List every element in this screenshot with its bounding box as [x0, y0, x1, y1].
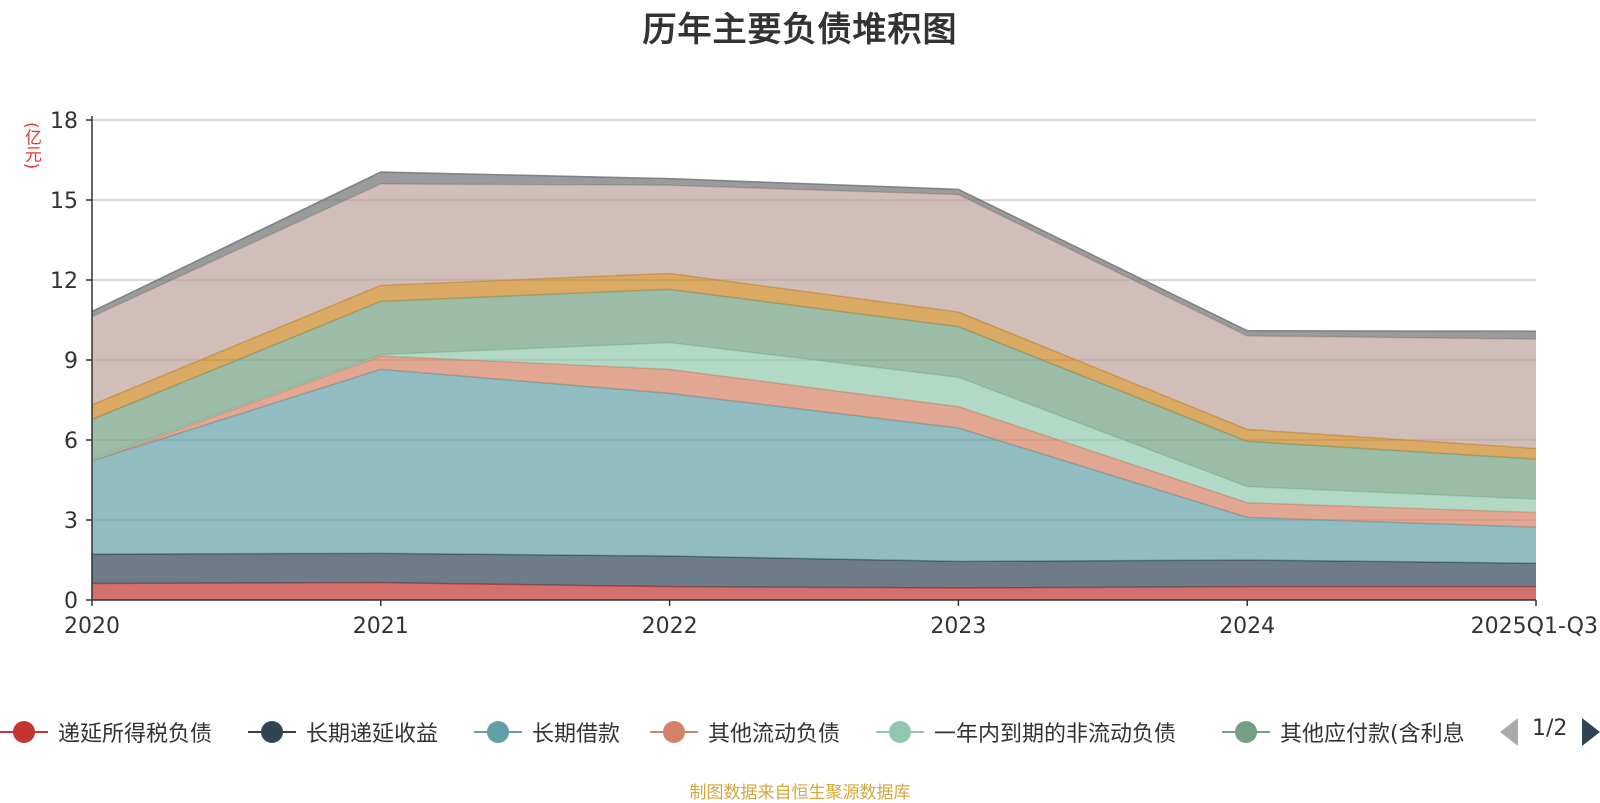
area-长期递延收益	[92, 553, 1536, 588]
area-递延所得税负债	[92, 582, 1536, 600]
y-tick-label: 3	[64, 509, 78, 534]
legend-page-indicator: 1/2	[1532, 716, 1568, 741]
area-一年内到期的非流动负债	[92, 342, 1536, 513]
legend-label: 长期借款	[532, 722, 621, 747]
y-axis-unit-label: (亿元)	[21, 122, 41, 170]
area-长期借款	[92, 369, 1536, 564]
x-tick-label: 2024	[1219, 614, 1275, 639]
y-tick-label: 0	[64, 589, 78, 614]
legend-item[interactable]: 长期借款	[474, 712, 620, 752]
legend-item[interactable]: 长期递延收益	[248, 712, 438, 752]
legend-label: 一年内到期的非流动负债	[934, 722, 1177, 747]
legend-swatch-icon	[876, 712, 924, 752]
y-tick-label: 6	[64, 429, 78, 454]
legend-item[interactable]: 一年内到期的非流动负债	[876, 712, 1176, 752]
legend-pager: 1/2	[1500, 712, 1600, 752]
legend-swatch-icon	[248, 712, 296, 752]
area-应付账款	[92, 273, 1536, 460]
tick-labels: 0 3 6 9 12 15 18 2020 2021 2022 2023 2024 2025Q1-Q3	[50, 109, 1598, 639]
y-tick-label: 18	[50, 109, 78, 134]
legend-label: 递延所得税负债	[58, 722, 213, 747]
legend-next-page-icon[interactable]	[1582, 718, 1600, 746]
y-tick-label: 15	[50, 189, 78, 214]
series-line-应交税费	[91, 171, 1537, 332]
legend-item[interactable]: 递延所得税负债	[0, 712, 212, 752]
x-tick-label: 2022	[642, 614, 698, 639]
stacked-areas	[91, 171, 1537, 600]
legend-label: 其他流动负债	[708, 722, 841, 747]
area-其他应付款(含利息	[92, 289, 1536, 500]
legend: 递延所得税负债 长期递延收益 长期借款 其他流动负债 一年内到期的非流动负债 其他应付款(…	[0, 712, 1600, 752]
area-其他流动负债	[92, 356, 1536, 528]
y-tick-label: 12	[50, 269, 78, 294]
area-应交税费	[92, 172, 1536, 340]
legend-prev-page-icon[interactable]	[1500, 718, 1518, 746]
y-tick-label: 9	[64, 349, 78, 374]
axes	[86, 116, 1537, 606]
legend-item[interactable]: 其他流动负债	[650, 712, 840, 752]
x-tick-label: 2025Q1-Q3	[1471, 614, 1598, 639]
source-note: 制图数据来自恒生聚源数据库	[689, 783, 911, 803]
legend-item[interactable]: 其他应付款(含利息	[1222, 712, 1465, 752]
legend-label: 长期递延收益	[306, 722, 439, 747]
legend-swatch-icon	[474, 712, 522, 752]
x-tick-label: 2020	[64, 614, 120, 639]
chart-title: 历年主要负债堆积图	[642, 10, 958, 50]
area-chart: 0 3 6 9 12 15 18 2020 2021 2022 2023 2024 2025Q1-Q3	[50, 109, 1598, 639]
x-tick-label: 2021	[353, 614, 409, 639]
legend-swatch-icon	[1222, 712, 1270, 752]
legend-swatch-icon	[0, 712, 48, 752]
x-tick-label: 2023	[930, 614, 986, 639]
legend-label: 其他应付款(含利息	[1280, 722, 1465, 747]
series-line-递延所得税负债	[91, 581, 1536, 589]
area-应付票据	[92, 184, 1536, 449]
legend-swatch-icon	[650, 712, 698, 752]
